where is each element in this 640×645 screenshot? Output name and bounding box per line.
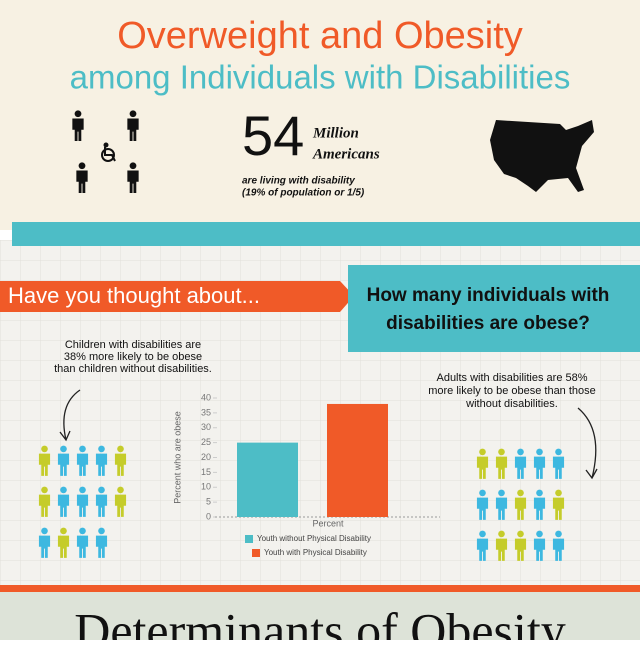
stat-unit: Million [312, 125, 359, 141]
y-tick-label: 40 [201, 392, 211, 402]
us-map [490, 120, 594, 192]
y-axis-label: Percent who are obese [172, 411, 182, 504]
bar [327, 403, 388, 517]
note-text: 38% more likely to be obese [64, 351, 202, 363]
stat-unit: Americans [312, 146, 380, 162]
arrow [577, 407, 598, 480]
y-tick-label: 5 [206, 497, 211, 507]
note-text: Children with disabilities are [65, 339, 201, 351]
arrow [59, 389, 81, 442]
orange-rule [0, 585, 640, 592]
teal-band [12, 222, 640, 246]
y-tick-label: 10 [201, 482, 211, 492]
x-axis-label: Percent [312, 518, 344, 528]
bar-chart: 0 5 10 15 20 25 30 35 40 Percent who are obese Per… [172, 392, 440, 557]
note-text: than children without disabilities. [54, 363, 212, 375]
note-text: Adults with disabilities are 58% [436, 372, 587, 384]
title: Overweight and Obesity [117, 15, 523, 57]
legend-label: Youth without Physical Disability [257, 534, 371, 543]
bar [237, 442, 298, 517]
banner-right [348, 265, 640, 352]
bottom-bg [0, 592, 640, 640]
banner-right-text: How many individuals with [367, 285, 610, 306]
banner-left-text: Have you thought about... [8, 283, 260, 308]
note-text: without disabilities. [465, 398, 558, 410]
y-tick-label: 15 [201, 467, 211, 477]
stat-caption: are living with disability [242, 176, 355, 187]
zigzag-edge [0, 210, 640, 222]
y-tick-label: 20 [201, 452, 211, 462]
stat-caption: (19% of population or 1/5) [242, 188, 365, 199]
y-tick-label: 25 [201, 437, 211, 447]
stat-number: 54 [242, 104, 304, 167]
legend-swatch [245, 535, 253, 543]
y-tick-label: 35 [201, 407, 211, 417]
legend-swatch [252, 549, 260, 557]
top-bg [0, 0, 640, 230]
banner-right-text: disabilities are obese? [386, 313, 590, 334]
banner-left [0, 281, 354, 312]
people-icons [72, 110, 139, 194]
y-tick-label: 30 [201, 422, 211, 432]
note-text: more likely to be obese than those [428, 385, 596, 397]
legend-label: Youth with Physical Disability [264, 548, 367, 557]
footer-title: Determinants of Obesity [74, 602, 566, 640]
y-tick-label: 0 [206, 511, 211, 521]
subtitle: among Individuals with Disabilities [70, 59, 571, 96]
